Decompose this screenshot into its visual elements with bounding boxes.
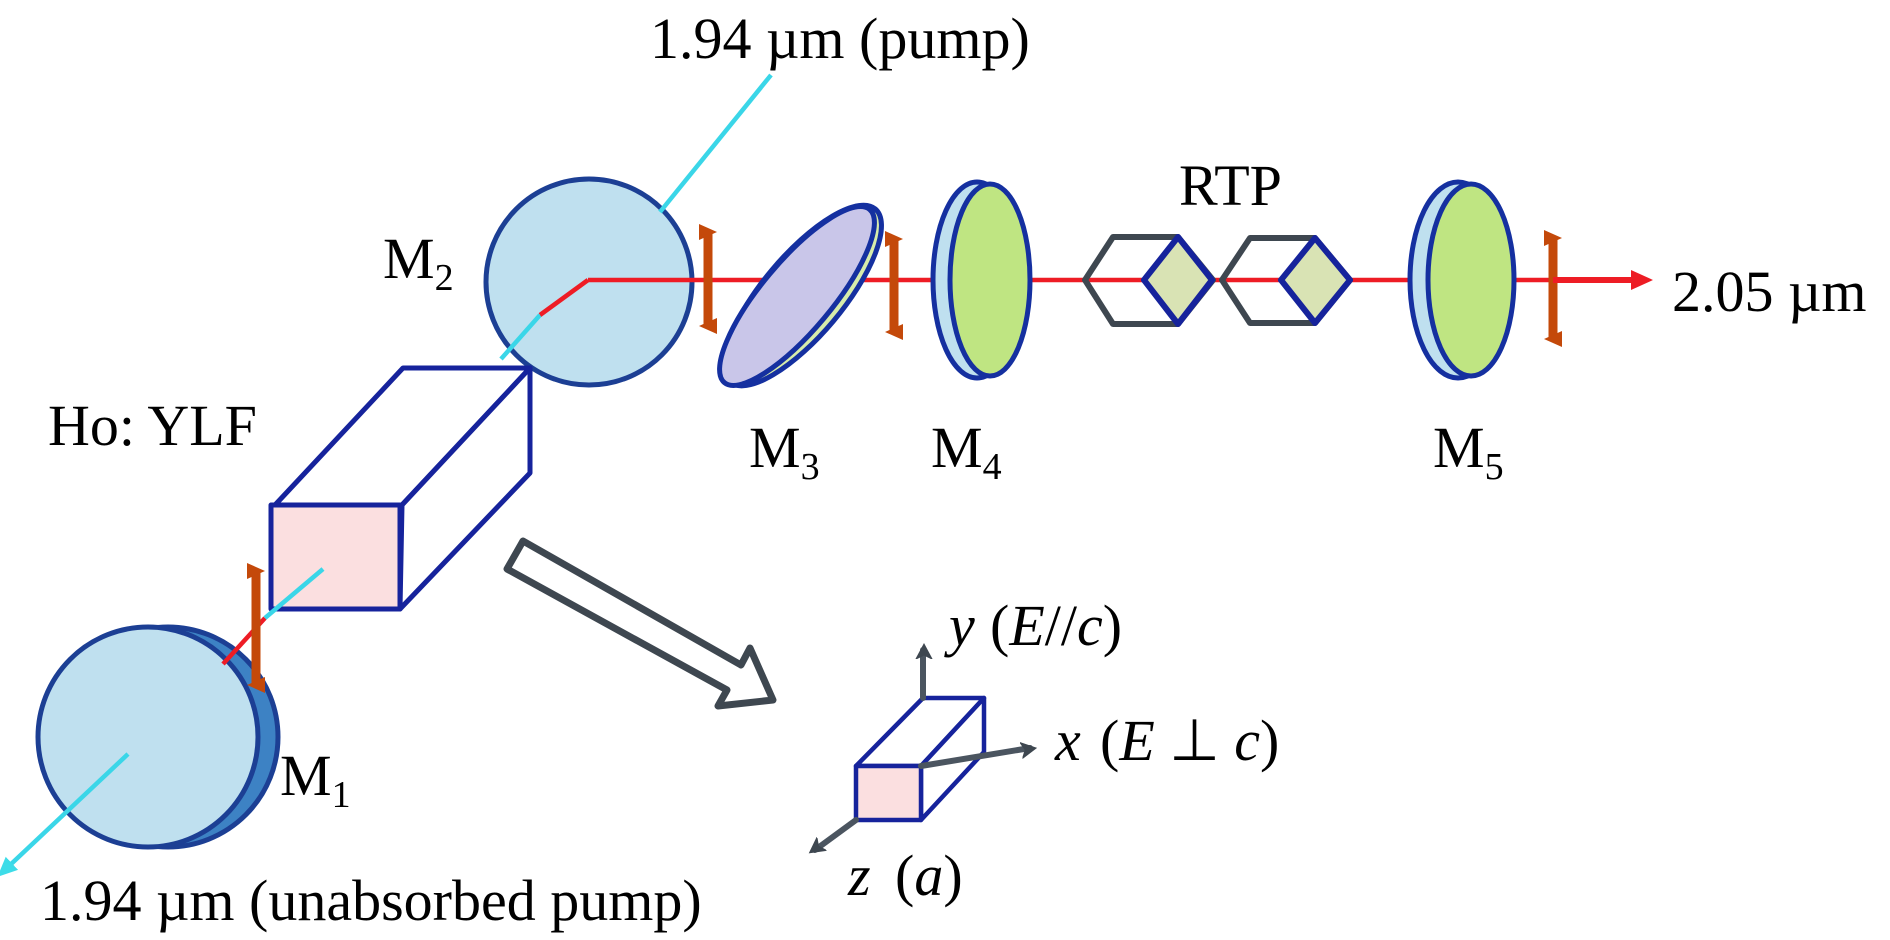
- svg-text:1.94 µm (pump): 1.94 µm (pump): [650, 6, 1030, 71]
- svg-text:2.05 µm: 2.05 µm: [1672, 259, 1867, 324]
- svg-text:x: x: [1054, 708, 1081, 773]
- svg-text:RTP: RTP: [1179, 153, 1282, 218]
- svg-text:(E//c): (E//c): [990, 593, 1122, 658]
- svg-text:(a): (a): [895, 843, 963, 908]
- svg-text:1.94 µm (unabsorbed pump): 1.94 µm (unabsorbed pump): [40, 868, 702, 933]
- svg-text:Ho: YLF: Ho: YLF: [48, 393, 257, 458]
- svg-text:y: y: [944, 593, 975, 658]
- svg-text:(E ⊥ c): (E ⊥ c): [1100, 708, 1279, 773]
- svg-text:z: z: [847, 843, 871, 908]
